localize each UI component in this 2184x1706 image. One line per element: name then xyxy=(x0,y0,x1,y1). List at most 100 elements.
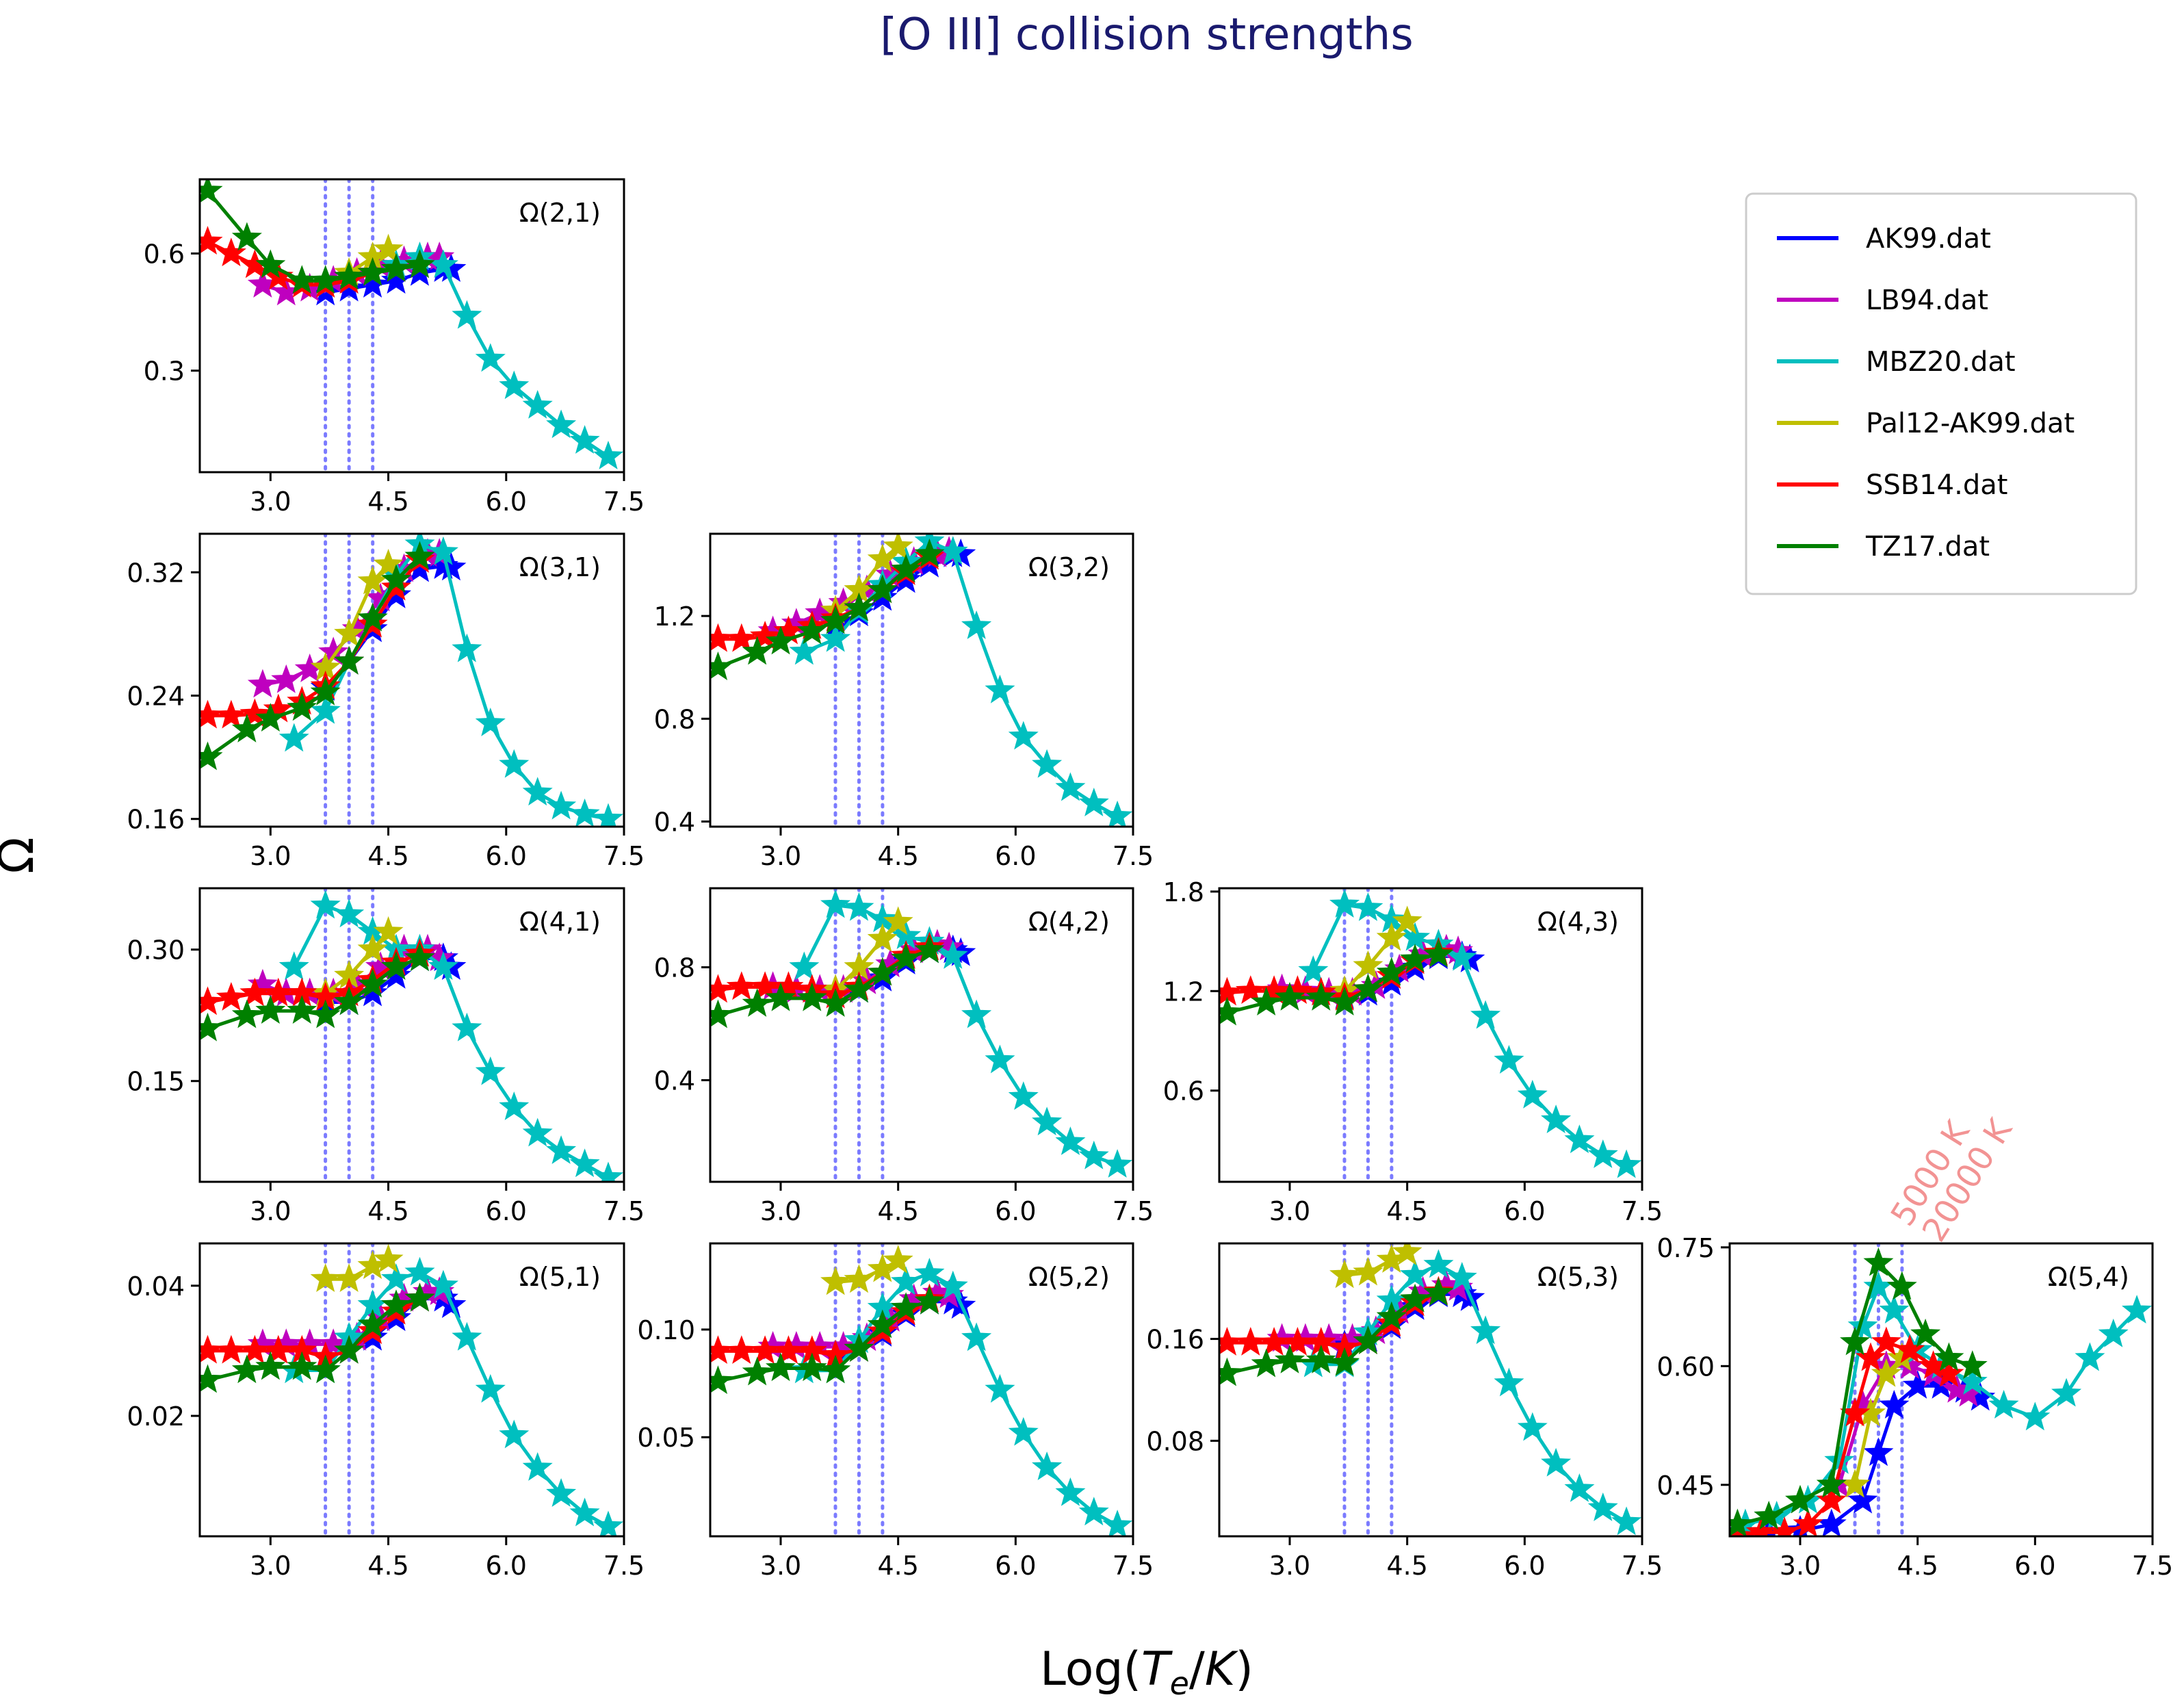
series-marker-MBZ20-7 xyxy=(475,343,506,372)
series-line-TZ17 xyxy=(1737,1261,1973,1527)
series-marker-LB94-0 xyxy=(247,669,278,698)
legend-label-5: TZ17.dat xyxy=(1865,531,1990,563)
series-marker-MBZ20-11 xyxy=(1055,772,1086,801)
legend-label-1: LB94.dat xyxy=(1866,285,1988,316)
series-marker-TZ17-2 xyxy=(1274,1345,1305,1373)
x-tick-label: 3.0 xyxy=(760,841,801,871)
series-marker-Pal12-1 xyxy=(844,1264,874,1293)
x-tick-label: 7.5 xyxy=(1113,1551,1154,1581)
legend-label-3: Pal12-AK99.dat xyxy=(1866,408,2075,439)
series-marker-Pal12-2 xyxy=(1871,1358,1901,1387)
series-marker-TZ17-3 xyxy=(796,982,827,1011)
series-marker-TZ17-0 xyxy=(1219,996,1243,1026)
series-marker-MBZ20-10 xyxy=(522,777,553,806)
series-marker-TZ17-0 xyxy=(710,999,733,1029)
series-marker-MBZ20-12 xyxy=(569,1148,600,1178)
series-marker-TZ17-8 xyxy=(1423,1277,1454,1306)
axes-frame xyxy=(709,1242,1134,1538)
series-marker-SSB14-7 xyxy=(1871,1326,1901,1356)
axes-frame xyxy=(1218,887,1643,1183)
series-marker-Pal12-3 xyxy=(373,548,404,578)
series-marker-TZ17-3 xyxy=(796,1352,827,1382)
series-marker-TZ17-8 xyxy=(404,541,435,570)
legend-label-4: SSB14.dat xyxy=(1866,469,2007,501)
series-marker-MBZ20-6 xyxy=(937,536,968,565)
series-marker-MBZ20-9 xyxy=(1008,1417,1039,1446)
series-marker-MBZ20-0 xyxy=(789,636,820,665)
x-tick-label: 6.0 xyxy=(486,487,527,517)
series-marker-MBZ20-8 xyxy=(475,707,506,736)
series-marker-MBZ20-8 xyxy=(499,370,530,400)
series-marker-TZ17-1 xyxy=(742,1356,772,1386)
series-marker-SSB14-0 xyxy=(200,986,223,1016)
series-marker-TZ17-3 xyxy=(1305,981,1336,1011)
x-tick-label: 7.5 xyxy=(603,1196,645,1226)
x-tick-label: 3.0 xyxy=(1780,1551,1821,1581)
series-marker-MBZ20-12 xyxy=(1078,788,1109,816)
axes-frame xyxy=(198,178,625,474)
series-marker-MBZ20-9 xyxy=(499,1091,530,1120)
series-marker-MBZ20-2 xyxy=(1353,892,1383,921)
series-marker-MBZ20-2 xyxy=(334,899,365,928)
series-marker-MBZ20-12 xyxy=(1078,1497,1109,1526)
x-tick-label: 7.5 xyxy=(603,1551,645,1581)
x-axis-label-sub: e xyxy=(1170,1665,1189,1702)
series-marker-Pal12-3 xyxy=(373,1243,404,1273)
series-marker-Pal12-3 xyxy=(883,1245,913,1274)
series-marker-MBZ20-6 xyxy=(452,300,482,329)
axes-frame xyxy=(198,1242,625,1538)
series-marker-SSB14-1 xyxy=(216,237,246,267)
series-marker-TZ17-0 xyxy=(200,1012,223,1042)
series-marker-Pal12-1 xyxy=(334,1263,365,1293)
series-marker-MBZ20-10 xyxy=(522,1117,553,1147)
series-marker-TZ17-5 xyxy=(844,974,874,1003)
plot-area xyxy=(710,1243,1133,1536)
series-marker-MBZ20-9 xyxy=(499,749,530,778)
series-marker-MBZ20-11 xyxy=(546,790,577,820)
y-tick-label: 0.8 xyxy=(654,953,695,983)
series-marker-Pal12-3 xyxy=(373,916,404,945)
x-tick-label: 7.5 xyxy=(603,487,645,517)
subplot-42: 3.0 4.5 6.0 7.5 0.4 0.8 Ω(4,2) xyxy=(654,887,1154,1226)
series-marker-AK99-6 xyxy=(1879,1389,1910,1419)
y-tick-label: 0.60 xyxy=(1656,1352,1715,1382)
x-tick-label: 3.0 xyxy=(1269,1551,1310,1581)
legend-box xyxy=(1745,192,2137,595)
series-marker-MBZ20-5 xyxy=(914,1257,945,1287)
series-marker-SSB14-1 xyxy=(216,699,246,729)
plot-content xyxy=(1219,1243,1642,1536)
panel-label: Ω(3,1) xyxy=(519,552,601,582)
x-tick-label: 4.5 xyxy=(367,1551,408,1581)
series-marker-TZ17-1 xyxy=(1251,987,1282,1016)
series-marker-SSB14-3 xyxy=(1793,1508,1823,1536)
plot-area xyxy=(200,888,624,1182)
series-marker-MBZ20-13 xyxy=(1102,1510,1133,1536)
series-marker-MBZ20-8 xyxy=(985,1373,1015,1403)
series-marker-MBZ20-2 xyxy=(844,892,874,921)
y-tick-label: 0.45 xyxy=(1656,1471,1715,1501)
series-marker-Pal12-3 xyxy=(883,906,913,935)
series-marker-SSB14-1 xyxy=(726,623,757,652)
series-marker-TZ17-4 xyxy=(1840,1326,1871,1356)
series-marker-MBZ20-4 xyxy=(381,1263,412,1293)
plot-content xyxy=(1219,888,1642,1182)
series-marker-MBZ20-13 xyxy=(1611,1149,1642,1178)
x-tick-label: 3.0 xyxy=(250,1551,291,1581)
series-marker-MBZ20-7 xyxy=(1470,1315,1501,1345)
series-marker-MBZ20-6 xyxy=(1446,1262,1477,1291)
series-marker-TZ17-6 xyxy=(867,957,898,986)
series-marker-MBZ20-9 xyxy=(1008,721,1039,750)
series-marker-SSB14-0 xyxy=(200,226,223,255)
x-tick-label: 6.0 xyxy=(486,1551,527,1581)
series-marker-TZ17-4 xyxy=(1329,987,1360,1016)
series-marker-TZ17-2 xyxy=(765,1352,796,1382)
series-marker-TZ17-2 xyxy=(255,249,286,279)
series-marker-MBZ20-9 xyxy=(1517,1412,1548,1441)
series-marker-MBZ20-7 xyxy=(452,1012,482,1042)
series-marker-MBZ20-6 xyxy=(428,1269,458,1299)
x-tick-label: 7.5 xyxy=(1622,1551,1663,1581)
series-marker-Pal12-3 xyxy=(1392,905,1422,935)
series-marker-SSB14-3 xyxy=(773,971,804,1000)
series-marker-MBZ20-8 xyxy=(475,1056,506,1085)
